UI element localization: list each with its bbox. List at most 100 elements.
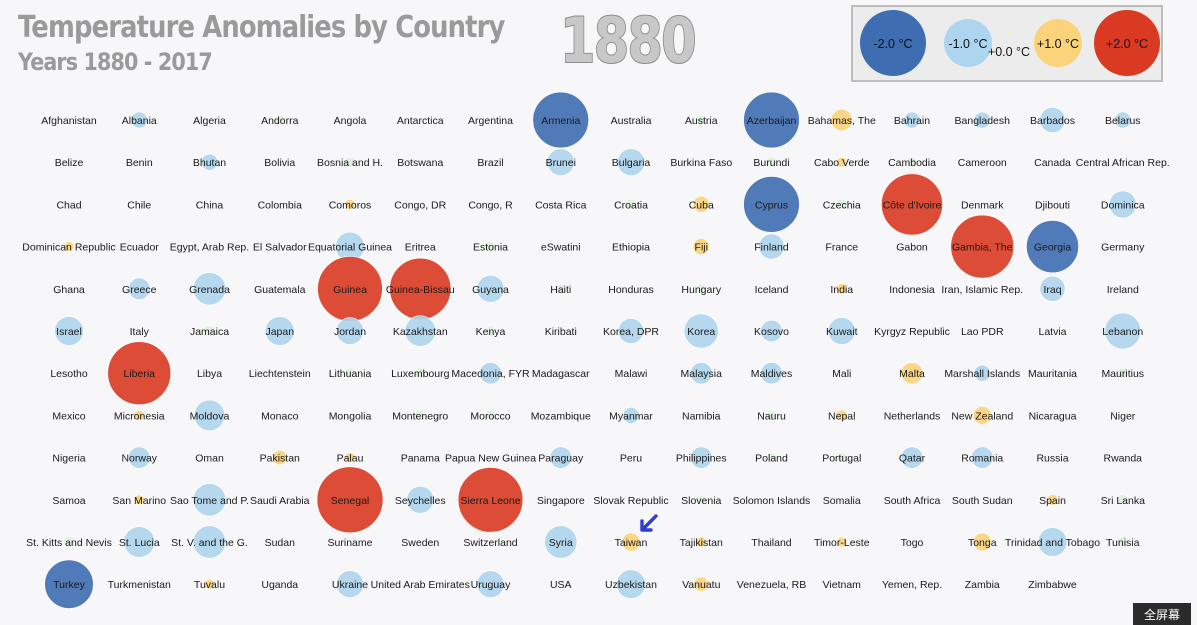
country-label-djibouti: Djibouti: [1035, 199, 1070, 211]
country-label-pakistan: Pakistan: [260, 453, 300, 465]
country-label-korea: Korea: [687, 326, 715, 338]
bubble-japan: [265, 316, 295, 346]
bubble-gambia-the: [950, 214, 1015, 279]
bubble-bosnia-and-h: [344, 156, 356, 168]
bubble-bulgaria: [617, 148, 645, 176]
country-label-azerbaijan: Azerbaijan: [747, 115, 797, 127]
bubble-sao-tome-and-p: [193, 483, 227, 517]
country-label-panama: Panama: [401, 453, 440, 465]
bubble-senegal: [316, 466, 384, 534]
bubble-macedonia-fyr: [479, 362, 502, 385]
bubble-romania: [971, 446, 994, 469]
country-label-kiribati: Kiribati: [545, 326, 577, 338]
bubble-uruguay: [476, 570, 505, 599]
bubble-croatia: [625, 198, 637, 211]
country-label-argentina: Argentina: [468, 115, 513, 127]
country-label-hungary: Hungary: [681, 284, 721, 296]
country-label-indonesia: Indonesia: [889, 284, 935, 296]
country-label-solomon-islands: Solomon Islands: [733, 495, 811, 507]
bubble-qatar: [900, 446, 924, 469]
country-label-sao-tome-and-p: Sao Tome and P.: [170, 495, 249, 507]
bubble-bahamas-the: [830, 108, 853, 132]
country-label-italy: Italy: [130, 326, 150, 338]
country-label-portugal: Portugal: [822, 453, 861, 465]
country-label-st-kitts-and-nevis: St. Kitts and Nevis: [26, 537, 112, 549]
bubble-hungary: [695, 283, 707, 295]
country-label-namibia: Namibia: [682, 410, 721, 422]
country-label-iceland: Iceland: [755, 284, 789, 296]
country-label-nauru: Nauru: [757, 410, 786, 422]
country-label-peru: Peru: [620, 453, 642, 465]
country-label-maldives: Maldives: [751, 368, 792, 380]
bubble-ukraine: [336, 570, 364, 599]
country-label-antarctica: Antarctica: [397, 115, 444, 127]
bubble-montenegro: [414, 409, 426, 422]
country-label-belize: Belize: [55, 157, 84, 169]
country-label-ecuador: Ecuador: [120, 242, 160, 254]
country-label-sierra-leone: Sierra Leone: [460, 495, 520, 507]
country-label-poland: Poland: [755, 453, 788, 465]
country-label-andorra: Andorra: [261, 115, 299, 127]
country-label-czechia: Czechia: [823, 199, 861, 211]
bubble-moldova: [193, 399, 226, 432]
country-label-somalia: Somalia: [823, 495, 861, 507]
bubble-mauritius: [1117, 367, 1129, 379]
legend-bubble-1: [944, 19, 992, 67]
country-label-denmark: Denmark: [961, 199, 1004, 211]
fullscreen-button[interactable]: 全屏幕: [1133, 603, 1191, 625]
country-label-libya: Libya: [197, 368, 222, 380]
country-label-madagascar: Madagascar: [532, 368, 590, 380]
country-label-mexico: Mexico: [52, 410, 85, 422]
bubble-c-te-d-ivoire: [881, 173, 943, 236]
country-label-marshall-islands: Marshall Islands: [944, 368, 1020, 380]
legend-label-3: +1.0 °C: [1037, 37, 1079, 51]
bubble-dominican-republic: [63, 241, 75, 252]
bubble-greece: [128, 277, 151, 300]
country-label-thailand: Thailand: [751, 537, 791, 549]
country-label-gambia-the: Gambia, The: [952, 242, 1013, 254]
bubble-bangladesh: [973, 111, 991, 129]
bubble-comoros: [344, 199, 356, 210]
bubble-korea-dpr: [618, 318, 644, 344]
country-label-cabo-verde: Cabo Verde: [814, 157, 870, 169]
country-label-grenada: Grenada: [189, 284, 230, 296]
country-label-iran-islamic-rep: Iran, Islamic Rep.: [941, 284, 1023, 296]
country-label-latvia: Latvia: [1038, 326, 1066, 338]
legend-bubble-0: [860, 10, 926, 76]
legend-label-0: -2.0 °C: [873, 37, 912, 51]
country-label-turkmenistan: Turkmenistan: [108, 579, 171, 591]
country-label-austria: Austria: [685, 115, 718, 127]
bubble-palau: [344, 452, 356, 463]
bubble-estonia: [484, 240, 497, 253]
country-label-angola: Angola: [334, 115, 367, 127]
chart-title: Temperature Anomalies by Country: [18, 10, 505, 45]
country-label-ghana: Ghana: [53, 284, 85, 296]
country-label-moldova: Moldova: [190, 410, 230, 422]
bubble-austria: [695, 114, 707, 126]
country-label-dominican-republic: Dominican Republic: [22, 242, 115, 254]
bubble-belarus: [1114, 111, 1132, 129]
country-label-lebanon: Lebanon: [1102, 326, 1143, 338]
mouse-cursor-icon: [640, 514, 658, 532]
country-label-togo: Togo: [901, 537, 924, 549]
country-label-senegal: Senegal: [331, 495, 370, 507]
country-label-gabon: Gabon: [896, 242, 928, 254]
country-label-new-zealand: New Zealand: [951, 410, 1013, 422]
country-label-botswana: Botswana: [397, 157, 443, 169]
legend-bubbles: -2.0 °C -1.0 °C+0.0 °C +1.0 °C +2.0 °C: [860, 10, 1160, 76]
country-label-seychelles: Seychelles: [395, 495, 446, 507]
country-label-estonia: Estonia: [473, 242, 508, 254]
country-label-armenia: Armenia: [541, 115, 580, 127]
bubble-maldives: [760, 362, 783, 385]
bubble-jamaica: [203, 325, 216, 337]
bubble-timor-leste: [836, 536, 848, 548]
country-label-cambodia: Cambodia: [888, 157, 936, 169]
country-label-australia: Australia: [611, 115, 652, 127]
legend-bubble-2: [1007, 31, 1011, 35]
country-label-malta: Malta: [899, 368, 925, 380]
bubble-norway: [128, 446, 151, 469]
country-label-egypt-arab-rep: Egypt, Arab Rep.: [170, 242, 249, 254]
country-label-israel: Israel: [56, 326, 82, 338]
country-label-greece: Greece: [122, 284, 157, 296]
